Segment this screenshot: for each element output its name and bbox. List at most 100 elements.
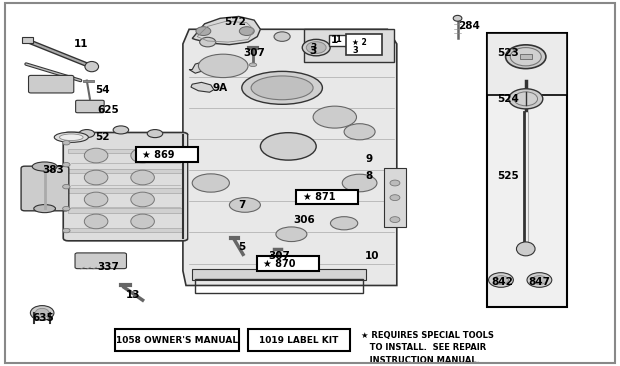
- Ellipse shape: [506, 45, 546, 69]
- Ellipse shape: [35, 308, 49, 318]
- Text: ★ 2: ★ 2: [352, 38, 367, 47]
- Text: 3: 3: [352, 46, 358, 55]
- Bar: [68, 169, 183, 173]
- Text: 383: 383: [42, 165, 64, 175]
- Text: 842: 842: [491, 277, 513, 287]
- Ellipse shape: [510, 48, 541, 66]
- Text: 306: 306: [293, 214, 315, 225]
- Text: 11: 11: [73, 39, 88, 49]
- Ellipse shape: [84, 214, 108, 229]
- Circle shape: [390, 180, 400, 186]
- Bar: [136, 147, 198, 162]
- Ellipse shape: [260, 133, 316, 160]
- Ellipse shape: [514, 92, 538, 106]
- Circle shape: [494, 276, 508, 284]
- FancyBboxPatch shape: [75, 253, 126, 269]
- Text: 1: 1: [331, 35, 339, 45]
- Ellipse shape: [84, 192, 108, 207]
- Text: 54: 54: [95, 85, 110, 95]
- Ellipse shape: [113, 126, 129, 134]
- Ellipse shape: [249, 63, 257, 67]
- Polygon shape: [189, 61, 211, 73]
- Text: ★ 870: ★ 870: [263, 258, 295, 269]
- Bar: [520, 54, 532, 59]
- Bar: [384, 168, 406, 227]
- Text: 284: 284: [458, 20, 480, 31]
- Bar: [192, 269, 366, 280]
- FancyBboxPatch shape: [76, 100, 104, 113]
- Bar: [68, 208, 183, 213]
- Circle shape: [532, 276, 547, 284]
- Ellipse shape: [313, 106, 356, 128]
- Circle shape: [196, 27, 211, 36]
- Circle shape: [390, 217, 400, 223]
- Ellipse shape: [276, 227, 307, 242]
- Polygon shape: [191, 82, 214, 92]
- Ellipse shape: [131, 192, 154, 207]
- Text: 9: 9: [365, 154, 373, 164]
- Circle shape: [274, 32, 290, 41]
- Text: 3: 3: [310, 43, 316, 52]
- FancyBboxPatch shape: [29, 75, 74, 93]
- Circle shape: [239, 27, 254, 36]
- Text: 337: 337: [97, 262, 120, 272]
- Ellipse shape: [303, 39, 330, 56]
- Bar: [304, 29, 394, 62]
- Ellipse shape: [131, 148, 154, 163]
- Text: 52: 52: [95, 132, 110, 142]
- Ellipse shape: [306, 42, 326, 53]
- Text: 307: 307: [243, 48, 265, 58]
- Ellipse shape: [55, 132, 88, 142]
- Ellipse shape: [242, 71, 322, 104]
- Circle shape: [63, 206, 70, 211]
- Bar: [68, 228, 183, 232]
- Ellipse shape: [79, 130, 95, 138]
- Text: 847: 847: [528, 277, 551, 287]
- FancyBboxPatch shape: [21, 166, 69, 211]
- Text: 8: 8: [365, 171, 373, 181]
- Bar: [68, 149, 183, 153]
- FancyBboxPatch shape: [63, 132, 188, 241]
- Ellipse shape: [251, 76, 313, 100]
- Circle shape: [63, 228, 70, 233]
- Circle shape: [489, 273, 513, 287]
- Bar: [329, 35, 347, 46]
- Text: ★ 869: ★ 869: [142, 150, 174, 160]
- Bar: [115, 329, 239, 351]
- Ellipse shape: [84, 148, 108, 163]
- Circle shape: [63, 141, 70, 145]
- Ellipse shape: [342, 174, 377, 192]
- Ellipse shape: [516, 242, 535, 256]
- Circle shape: [339, 37, 355, 47]
- Text: 523: 523: [497, 48, 520, 58]
- Bar: [346, 34, 382, 55]
- Circle shape: [200, 37, 216, 47]
- Text: 7: 7: [238, 200, 246, 210]
- Ellipse shape: [131, 170, 154, 185]
- Ellipse shape: [229, 198, 260, 212]
- Text: 525: 525: [497, 171, 520, 181]
- Text: 1: 1: [335, 36, 341, 44]
- Ellipse shape: [508, 89, 543, 109]
- Bar: [487, 33, 567, 95]
- Text: 625: 625: [97, 105, 120, 115]
- Polygon shape: [192, 16, 260, 45]
- Text: 635: 635: [32, 313, 55, 324]
- Text: 9A: 9A: [213, 83, 228, 93]
- Text: 3: 3: [309, 46, 317, 56]
- Text: 1058 OWNER'S MANUAL: 1058 OWNER'S MANUAL: [116, 336, 237, 345]
- Ellipse shape: [192, 174, 229, 192]
- Ellipse shape: [85, 61, 99, 72]
- Text: 10: 10: [365, 251, 379, 261]
- Text: 5: 5: [238, 242, 246, 252]
- Bar: [195, 279, 363, 293]
- Text: ★ 871: ★ 871: [303, 192, 335, 202]
- Bar: [22, 37, 33, 43]
- Ellipse shape: [32, 162, 57, 171]
- Text: 572: 572: [224, 17, 247, 27]
- Ellipse shape: [198, 54, 248, 78]
- Bar: [487, 33, 567, 307]
- Text: ★ REQUIRES SPECIAL TOOLS
   TO INSTALL.  SEE REPAIR
   INSTRUCTION MANUAL.: ★ REQUIRES SPECIAL TOOLS TO INSTALL. SEE…: [361, 331, 494, 365]
- Ellipse shape: [60, 134, 83, 141]
- Bar: [257, 256, 319, 271]
